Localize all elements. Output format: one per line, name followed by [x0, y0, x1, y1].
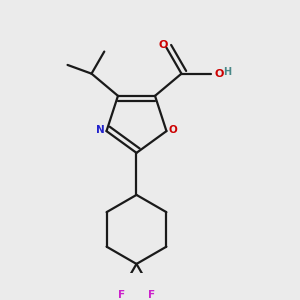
Text: H: H [223, 67, 231, 77]
Text: O: O [169, 125, 177, 136]
Text: N: N [95, 125, 104, 136]
Text: F: F [148, 290, 155, 300]
Text: F: F [118, 290, 125, 300]
Text: O: O [159, 40, 168, 50]
Text: O: O [214, 69, 224, 79]
